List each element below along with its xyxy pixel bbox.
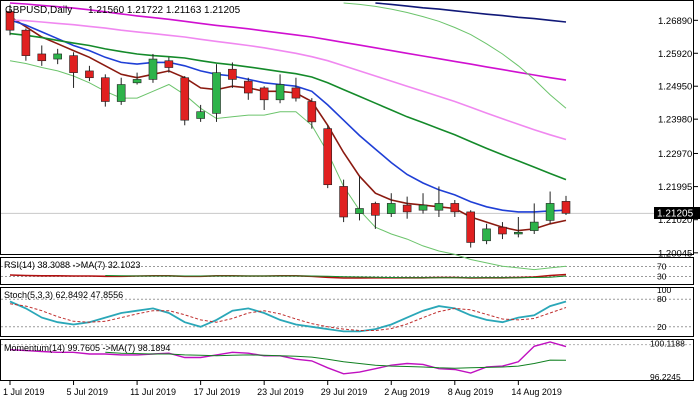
bull-candle <box>53 53 62 60</box>
bull-candle <box>196 111 205 119</box>
bear-candle <box>69 55 78 73</box>
grid-layer <box>1 212 693 346</box>
price-axis-label: 1.25920 <box>658 49 692 60</box>
price-ma-line <box>9 19 567 141</box>
date-axis-label: 5 Jul 2019 <box>67 387 109 397</box>
bull-candle <box>212 72 221 114</box>
bear-candle <box>307 101 317 123</box>
bull-candle <box>386 203 396 214</box>
bear-candle <box>21 29 31 56</box>
date-axis-label: 29 Jul 2019 <box>321 387 368 397</box>
bear-candle <box>323 128 333 186</box>
bear-candle <box>5 11 15 31</box>
date-axis-label: 14 Aug 2019 <box>511 387 562 397</box>
price-axis-label: 1.23980 <box>658 115 692 126</box>
current-price-label: 1.21205 <box>657 209 694 220</box>
rsi-header: RSI(14) 38.3088 ->MA(7) 32.1023 <box>4 260 140 270</box>
current-price-marker <box>654 207 700 219</box>
price-ma-line <box>375 2 567 23</box>
stoch-panel-frame[interactable] <box>0 287 694 337</box>
bear-candle <box>164 60 174 68</box>
date-axis-label: 23 Jul 2019 <box>257 387 304 397</box>
bear-candle <box>450 203 460 213</box>
price-ma-line <box>9 32 567 181</box>
bear-candle <box>259 87 269 101</box>
bear-candle <box>243 80 253 94</box>
bear-candle <box>180 77 190 121</box>
bull-candle <box>116 84 126 102</box>
rsi-axis-label: 70 <box>657 262 667 272</box>
bear-candle <box>561 201 571 214</box>
rsi-ma-line <box>105 275 567 279</box>
momentum-ma-line <box>105 351 567 369</box>
price-axis-label: 1.22970 <box>658 149 692 160</box>
stoch-axis-label: 80 <box>657 294 667 304</box>
bear-candle <box>466 211 475 243</box>
bull-candle <box>482 228 491 242</box>
price-ma-line <box>9 2 567 81</box>
price-axis-label: 1.26890 <box>658 16 692 27</box>
symbol-title: GBPUSD,Daily <box>5 5 72 16</box>
bear-candle <box>402 204 412 213</box>
bear-candle <box>85 70 94 79</box>
momentum-line <box>9 341 567 375</box>
price-axis-label: 1.21020 <box>658 215 692 226</box>
bull-candle <box>434 203 444 211</box>
momentum-axis-label: 100.1188 <box>650 339 685 349</box>
date-axis-label: 1 Jul 2019 <box>3 387 45 397</box>
rsi-panel-frame[interactable] <box>0 257 694 285</box>
stoch-header: Stoch(5,3,3) 62.8492 47.8556 <box>4 290 123 300</box>
bear-candle <box>339 186 348 218</box>
bear-candle <box>291 87 301 99</box>
stoch-axis-label: 20 <box>657 322 667 332</box>
bear-candle <box>101 77 110 102</box>
stoch-axis-label: 100 <box>657 285 671 295</box>
stoch-signal-line <box>9 303 567 331</box>
rsi-axis-label: 30 <box>657 272 667 282</box>
momentum-header: Momentum(14) 99.7605 ->MA(7) 98.1894 <box>4 343 170 353</box>
bull-candle <box>418 204 428 211</box>
price-axis-label: 1.21995 <box>658 182 692 193</box>
bull-candle <box>132 79 142 84</box>
bear-candle <box>228 68 237 80</box>
momentum-axis-label: 96.2245 <box>650 372 681 382</box>
stoch-main-line <box>9 300 567 333</box>
price-axis-label: 1.20045 <box>658 248 692 259</box>
bull-candle <box>514 231 523 235</box>
bull-candle <box>545 203 555 221</box>
date-axis-label: 8 Aug 2019 <box>448 387 494 397</box>
price-ma-line <box>343 2 567 109</box>
candles <box>5 4 571 248</box>
bull-candle <box>529 221 539 231</box>
bear-candle <box>371 203 380 216</box>
ohlc-readout: 1.21560 1.21722 1.21163 1.21205 <box>88 5 241 16</box>
price-ma-line <box>9 19 567 213</box>
date-axis-label: 17 Jul 2019 <box>194 387 241 397</box>
bear-candle <box>37 53 47 62</box>
bull-candle <box>275 84 285 101</box>
axis-labels: 1.26890 1.25920 1.24950 1.23980 1.22970 1.219… <box>3 16 698 397</box>
price-axis-label: 1.24950 <box>658 82 692 93</box>
date-axis-label: 11 Jul 2019 <box>130 387 176 397</box>
bear-candle <box>498 226 507 235</box>
date-axis-label: 2 Aug 2019 <box>384 387 430 397</box>
bull-candle <box>148 58 158 80</box>
bull-candle <box>355 208 364 214</box>
